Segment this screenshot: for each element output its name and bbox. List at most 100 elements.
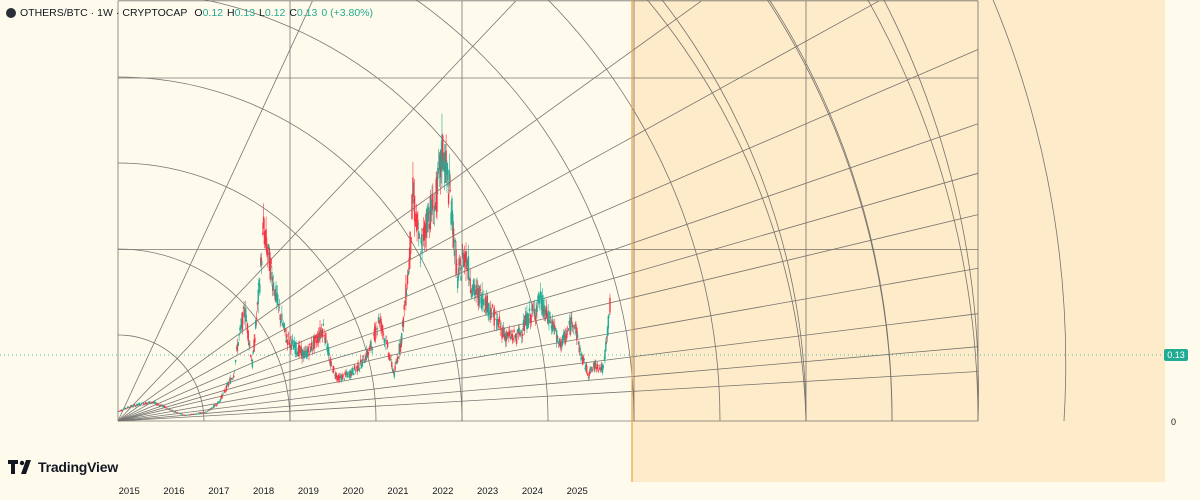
gann-square-fan[interactable]	[117, 0, 1067, 422]
candle-body	[252, 350, 254, 354]
gann-fan-line	[117, 0, 517, 422]
candle-body	[463, 253, 466, 267]
candle-body	[322, 323, 325, 326]
candle-body	[585, 363, 587, 370]
candle-body	[532, 308, 534, 311]
candle-body	[121, 410, 124, 412]
candle-body	[406, 274, 409, 285]
candle-body	[150, 402, 153, 404]
candle-body	[489, 311, 491, 313]
candle-body	[518, 327, 520, 334]
time-axis-label: 2015	[119, 486, 140, 497]
candle-body	[181, 413, 183, 415]
candle-body	[382, 333, 385, 336]
candle-body	[474, 291, 476, 293]
candle-body	[532, 307, 535, 308]
candle-body	[371, 347, 373, 349]
candle-body	[495, 312, 497, 314]
candle-body	[437, 163, 440, 165]
candle-body	[300, 346, 302, 354]
candle-body	[175, 412, 178, 413]
candle-body	[325, 332, 327, 343]
symbol-header: OTHERS/BTC · 1W · CRYPTOCAP O 0.12 H 0.1…	[6, 6, 373, 20]
candle-body	[228, 383, 230, 385]
candle-body	[575, 324, 577, 327]
candle-body	[410, 237, 412, 243]
candle-body	[459, 258, 461, 266]
candle-body	[473, 284, 476, 296]
candle-body	[461, 265, 463, 270]
candle-body	[383, 338, 386, 343]
candle-body	[354, 369, 357, 372]
candle-body	[397, 357, 400, 359]
candle-body	[238, 335, 240, 336]
gann-fan-line	[117, 313, 979, 422]
candle-body	[166, 408, 168, 410]
candle-body	[403, 304, 405, 310]
candle-body	[566, 330, 569, 332]
time-axis-label: 2016	[163, 486, 184, 497]
candle-body	[266, 243, 268, 256]
candle-body	[201, 412, 204, 414]
candle-body	[414, 218, 417, 227]
candle-body	[407, 270, 410, 276]
low-value: 0.12	[264, 7, 286, 19]
candle-body	[491, 304, 494, 307]
candle-body	[192, 413, 194, 415]
candle-body	[502, 327, 505, 334]
candle-body	[486, 295, 489, 309]
candle-body	[504, 333, 507, 342]
candle-body	[591, 368, 594, 370]
gann-arc	[117, 76, 463, 422]
candle-body	[144, 402, 147, 405]
candle-body	[386, 342, 389, 348]
candle-body	[137, 404, 139, 406]
candle-body	[171, 409, 173, 411]
candle-body	[291, 339, 293, 345]
candle-body	[537, 295, 539, 302]
candle-body	[609, 297, 611, 313]
candle-body	[347, 373, 349, 378]
candle-body	[420, 238, 422, 244]
candle-body	[341, 374, 343, 381]
candle-body	[462, 252, 464, 256]
candle-body	[240, 318, 243, 327]
gann-fan-line	[117, 267, 979, 422]
candle-body	[230, 379, 232, 380]
tradingview-logo[interactable]: TradingView	[8, 459, 118, 475]
interval[interactable]: 1W	[97, 7, 113, 19]
candle-body	[198, 412, 200, 414]
candle-body	[362, 355, 364, 357]
candle-body	[326, 343, 329, 353]
candle-body	[404, 304, 406, 305]
candle-body	[305, 350, 308, 359]
candle-body	[479, 289, 482, 291]
time-axis-label: 2021	[387, 486, 408, 497]
candle-body	[291, 339, 294, 341]
candle-body	[421, 234, 423, 255]
candle-body	[418, 237, 421, 239]
candle-body	[246, 323, 249, 333]
candle-body	[543, 309, 545, 312]
candle-body	[277, 294, 279, 305]
candle-body	[378, 320, 381, 324]
candle-body	[309, 346, 312, 353]
candle-body	[272, 282, 275, 290]
candle-body	[389, 359, 391, 361]
candle-body	[595, 367, 598, 370]
candle-body	[303, 351, 305, 359]
candle-body	[333, 368, 335, 370]
candle-body	[307, 346, 309, 352]
candle-body	[263, 231, 266, 245]
symbol-name[interactable]: OTHERS/BTC	[20, 7, 88, 19]
candle-body	[555, 330, 557, 332]
candle-body	[320, 331, 322, 334]
candle-body	[408, 257, 410, 270]
candle-body	[142, 402, 144, 404]
gann-fan-line	[117, 123, 979, 422]
candle-body	[193, 414, 196, 415]
candle-body	[286, 334, 288, 338]
candle-body	[229, 378, 232, 384]
candle-body	[521, 336, 523, 338]
